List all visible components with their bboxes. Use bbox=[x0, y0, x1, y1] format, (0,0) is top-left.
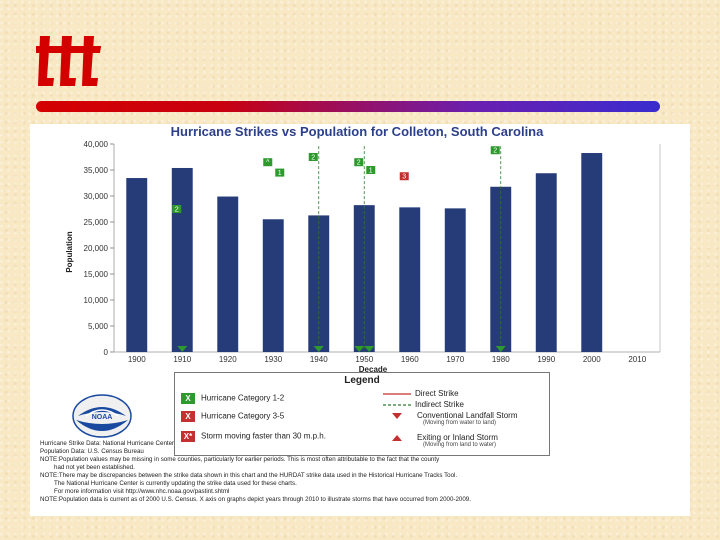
strike-marker-1950 bbox=[354, 158, 364, 167]
chart-panel: Hurricane Strikes vs Population for Coll… bbox=[30, 124, 690, 516]
y-tick-label: 10,000 bbox=[84, 296, 109, 305]
strike-marker-label: 3 bbox=[402, 174, 406, 181]
x-tick-label: 1990 bbox=[537, 355, 555, 364]
bar-1970 bbox=[444, 208, 466, 352]
strike-marker-label: 2 bbox=[175, 207, 179, 214]
y-axis-label: Population bbox=[65, 231, 74, 272]
legend-item-category-3-5: X Hurricane Category 3-5 bbox=[181, 411, 284, 422]
bar-1920 bbox=[217, 196, 239, 352]
strike-marker-1950 bbox=[366, 166, 376, 174]
bar-1980 bbox=[490, 186, 512, 352]
strike-marker-1910 bbox=[172, 205, 182, 213]
strike-marker-label: ^ bbox=[266, 160, 270, 167]
legend-item-landfall: Conventional Landfall Storm (Moving from… bbox=[391, 411, 518, 426]
up-arrow-icon bbox=[392, 434, 402, 441]
x-tick-label: 1920 bbox=[219, 355, 237, 364]
note-line: NOTE:Population data is current as of 20… bbox=[40, 496, 471, 503]
x-tick-label: 1950 bbox=[355, 355, 373, 364]
bar-1990 bbox=[535, 173, 557, 352]
y-tick-label: 30,000 bbox=[84, 192, 109, 201]
svg-text:NOAA: NOAA bbox=[92, 414, 113, 421]
note-line: had not yet been established. bbox=[54, 464, 135, 471]
bar-1900 bbox=[126, 178, 148, 352]
x-tick-label: 1930 bbox=[264, 355, 282, 364]
y-tick-label: 0 bbox=[104, 348, 109, 357]
bar-1930 bbox=[262, 219, 284, 352]
strike-marker-1980 bbox=[490, 146, 500, 155]
x-tick-label: 1980 bbox=[492, 355, 510, 364]
landfall-arrow-1950 bbox=[364, 346, 375, 352]
bar-1960 bbox=[399, 207, 421, 352]
population-chart: Hurricane Strikes vs Population for Coll… bbox=[65, 124, 661, 374]
strike-marker-label: 1 bbox=[278, 170, 282, 177]
note-line: NOTE:There may be discrepancies between … bbox=[40, 472, 458, 479]
x-tick-label: 1900 bbox=[128, 355, 146, 364]
chart-title: Hurricane Strikes vs Population for Coll… bbox=[171, 124, 544, 139]
x-axis-label: Decade bbox=[359, 365, 388, 374]
y-tick-label: 40,000 bbox=[84, 140, 109, 149]
legend-item-direct-strike: Direct Strike bbox=[383, 389, 459, 398]
x-tick-label: 1910 bbox=[173, 355, 191, 364]
landfall-arrow-1910 bbox=[177, 346, 188, 352]
green-x-icon: X bbox=[181, 393, 195, 404]
strike-marker-label: 1 bbox=[369, 168, 373, 175]
strike-marker-1960 bbox=[399, 172, 409, 181]
landfall-arrow-1950 bbox=[354, 346, 365, 352]
strike-marker-1930 bbox=[275, 168, 285, 177]
note-line: Hurricane Strike Data: National Hurrican… bbox=[40, 440, 175, 447]
solid-line-icon bbox=[383, 393, 411, 395]
note-line: NOTE:Population values may be missing in… bbox=[40, 456, 440, 463]
red-x-icon: X bbox=[181, 411, 195, 422]
legend: Legend X Hurricane Category 1-2 X Hurrican… bbox=[174, 372, 550, 456]
noaa-logo-icon: NOAA bbox=[72, 394, 132, 438]
legend-title: Legend bbox=[344, 375, 380, 386]
bar-1910 bbox=[171, 167, 193, 352]
source-notes: Hurricane Strike Data: National Hurrican… bbox=[40, 440, 685, 504]
strike-marker-1930 bbox=[263, 158, 273, 167]
x-tick-label: 2010 bbox=[628, 355, 646, 364]
y-tick-label: 15,000 bbox=[84, 270, 109, 279]
y-tick-label: 20,000 bbox=[84, 244, 109, 253]
down-arrow-icon bbox=[392, 412, 402, 419]
strike-marker-1940 bbox=[308, 153, 318, 161]
y-tick-label: 5,000 bbox=[88, 322, 109, 331]
bar-2000 bbox=[581, 153, 603, 352]
strike-marker-label: 2 bbox=[311, 155, 315, 162]
legend-item-fast-storm: X* Storm moving faster than 30 m.p.h. bbox=[181, 431, 326, 442]
y-tick-label: 35,000 bbox=[84, 166, 109, 175]
x-tick-label: 2000 bbox=[583, 355, 601, 364]
note-line: Population Data: U.S. Census Bureau bbox=[40, 448, 144, 455]
legend-item-indirect-strike: Indirect Strike bbox=[383, 400, 464, 409]
x-tick-label: 1960 bbox=[401, 355, 419, 364]
legend-item-exiting: Exiting or Inland Storm (Moving from lan… bbox=[391, 433, 498, 448]
x-tick-label: 1970 bbox=[446, 355, 464, 364]
x-tick-label: 1940 bbox=[310, 355, 328, 364]
slide-logo-icon bbox=[36, 36, 102, 86]
landfall-arrow-1940 bbox=[313, 346, 324, 352]
strike-marker-label: 2 bbox=[493, 148, 497, 155]
note-line: For more information visit http://www.nh… bbox=[54, 488, 230, 495]
landfall-arrow-1980 bbox=[495, 346, 506, 352]
legend-item-category-1-2: X Hurricane Category 1-2 bbox=[181, 393, 284, 404]
y-tick-label: 25,000 bbox=[84, 218, 109, 227]
dashed-line-icon bbox=[383, 404, 411, 406]
strike-marker-label: 2 bbox=[357, 160, 361, 167]
title-divider-bar bbox=[36, 101, 660, 112]
red-x-star-icon: X* bbox=[181, 431, 195, 442]
note-line: The National Hurricane Center is current… bbox=[54, 480, 297, 487]
